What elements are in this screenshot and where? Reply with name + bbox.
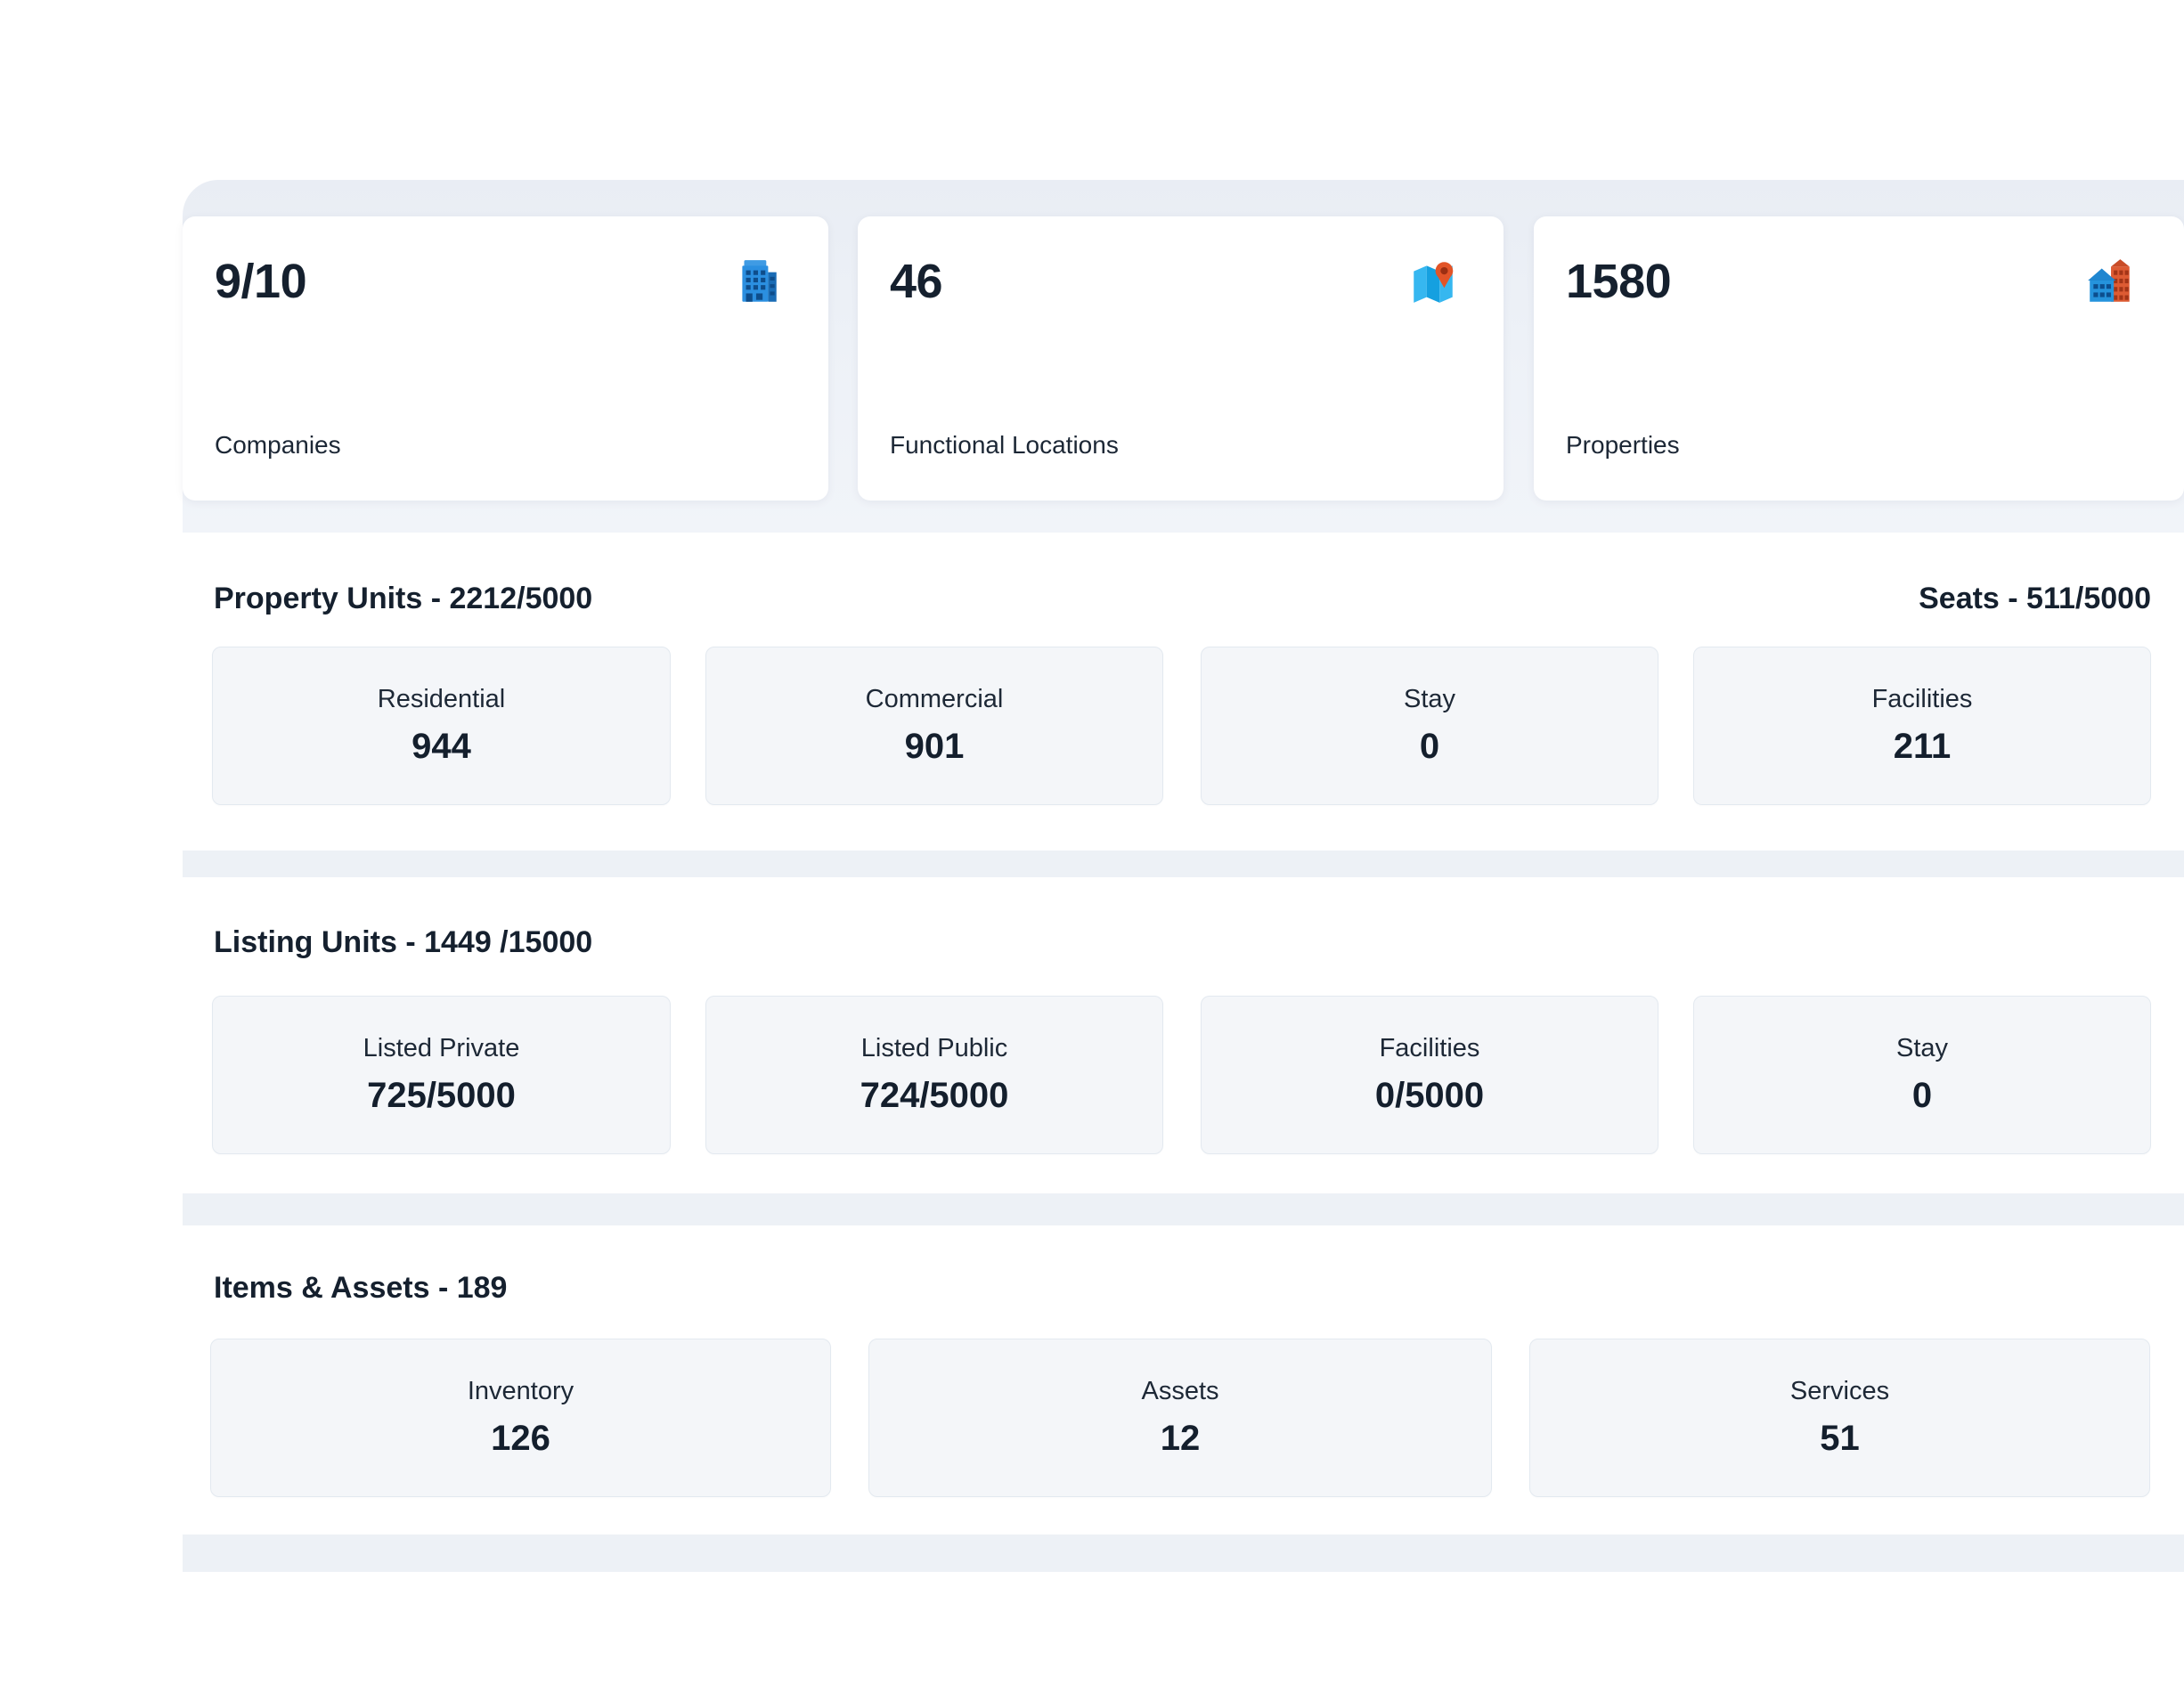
bottom-divider-band — [183, 1534, 2184, 1572]
metric-value: 0 — [1911, 1076, 1933, 1115]
section-title-seats: Seats - 511/5000 — [1919, 582, 2151, 615]
properties-label: Properties — [1566, 431, 1680, 459]
functional-locations-count: 46 — [890, 255, 943, 308]
metric-card-listing-stay[interactable]: Stay 0 — [1693, 996, 2151, 1154]
metric-value: 0/5000 — [1374, 1076, 1485, 1115]
metric-label: Stay — [1403, 685, 1456, 713]
metric-card-facilities[interactable]: Facilities 211 — [1693, 647, 2151, 805]
metric-card-commercial[interactable]: Commercial 901 — [705, 647, 1163, 805]
metric-value: 901 — [904, 727, 965, 766]
metric-value: 944 — [412, 727, 471, 766]
metric-label: Listed Public — [860, 1034, 1008, 1062]
metric-value: 724/5000 — [860, 1076, 1009, 1115]
metric-card-stay[interactable]: Stay 0 — [1201, 647, 1658, 805]
stat-card-companies[interactable]: 9/10 Companies — [183, 216, 828, 501]
metric-card-listed-public[interactable]: Listed Public 724/5000 — [705, 996, 1163, 1154]
section-divider-band — [183, 851, 2184, 877]
properties-count: 1580 — [1566, 255, 1672, 308]
metric-label: Stay — [1895, 1034, 1949, 1062]
metric-label: Facilities — [1379, 1034, 1480, 1062]
functional-locations-label: Functional Locations — [890, 431, 1119, 459]
stat-card-top-row: 1580 — [1566, 254, 2136, 309]
stat-card-top-row: 46 — [890, 254, 1459, 309]
section-title-property-units: Property Units - 2212/5000 — [214, 582, 593, 615]
metric-label: Facilities — [1871, 685, 1973, 713]
map-location-pin-icon — [1407, 256, 1459, 307]
metric-card-assets[interactable]: Assets 12 — [868, 1339, 1492, 1497]
section-title-listing-units: Listing Units - 1449 /15000 — [214, 925, 593, 959]
stat-card-functional-locations[interactable]: 46 Functional Locations — [858, 216, 1504, 501]
section-title-items-assets: Items & Assets - 189 — [214, 1271, 508, 1305]
metric-card-residential[interactable]: Residential 944 — [212, 647, 671, 805]
stat-card-properties[interactable]: 1580 — [1534, 216, 2184, 501]
metric-card-listing-facilities[interactable]: Facilities 0/5000 — [1201, 996, 1658, 1154]
metric-card-inventory[interactable]: Inventory 126 — [210, 1339, 831, 1497]
metric-value: 725/5000 — [367, 1076, 516, 1115]
stat-card-top-row: 9/10 — [215, 254, 784, 309]
metric-label: Services — [1789, 1377, 1890, 1405]
metric-value: 51 — [1820, 1419, 1860, 1458]
office-building-icon — [732, 256, 784, 307]
metric-label: Inventory — [467, 1377, 575, 1405]
metric-label: Listed Private — [363, 1034, 520, 1062]
metric-card-listed-private[interactable]: Listed Private 725/5000 — [212, 996, 671, 1154]
companies-label: Companies — [215, 431, 341, 459]
metric-card-services[interactable]: Services 51 — [1529, 1339, 2150, 1497]
metric-label: Assets — [1141, 1377, 1219, 1405]
city-buildings-icon — [2084, 256, 2136, 307]
section-divider-band — [183, 1193, 2184, 1225]
companies-count: 9/10 — [215, 255, 307, 308]
metric-value: 126 — [491, 1419, 550, 1458]
metric-label: Commercial — [865, 685, 1004, 713]
metric-value: 0 — [1419, 727, 1440, 766]
metric-label: Residential — [377, 685, 506, 713]
metric-value: 12 — [1160, 1419, 1201, 1458]
metric-value: 211 — [1893, 727, 1952, 766]
